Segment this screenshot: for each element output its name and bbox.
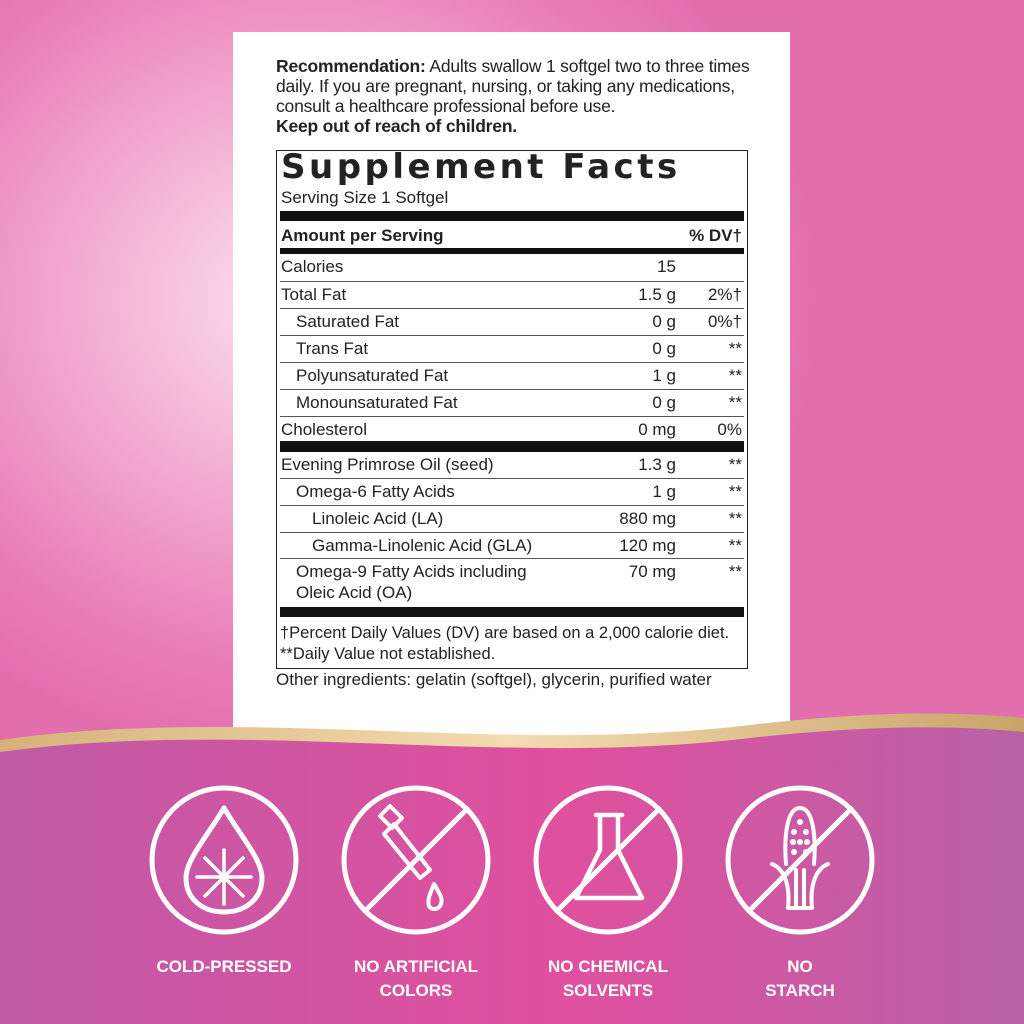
nutrient-dv: **: [728, 482, 742, 501]
badge-label-line2: COLORS: [379, 981, 453, 1000]
no-corn-icon: [725, 785, 875, 935]
nutrient-amount: 1.5 g: [638, 285, 676, 304]
nutrient-amount: 880 mg: [619, 509, 676, 528]
nutrient-dv: **: [728, 393, 742, 412]
badge-label-line1: NO: [787, 957, 813, 976]
nutrient-dv: 2%†: [707, 285, 742, 304]
footnotes: †Percent Daily Values (DV) are based on …: [280, 623, 729, 665]
nutrient-name: Trans Fat: [296, 339, 369, 358]
nutrient-row: Omega-6 Fatty Acids 1 g **: [280, 478, 744, 505]
nutrient-name: Calories: [281, 257, 344, 276]
nutrient-row: Calories 15: [280, 254, 744, 281]
nutrient-row: Evening Primrose Oil (seed) 1.3 g **: [280, 452, 744, 479]
badge-label-line1: COLD-PRESSED: [156, 957, 292, 976]
badge-label-line2: STARCH: [765, 981, 835, 1000]
supplement-facts-table: Supplement Facts Serving Size 1 Softgel …: [276, 147, 748, 669]
nutrient-amount: 0 mg: [638, 420, 676, 439]
no-dropper-icon: [341, 785, 491, 935]
badge-label: NO STARCH: [700, 955, 900, 1003]
nutrient-dv: 0%: [717, 420, 742, 439]
badge-label: NO ARTIFICIAL COLORS: [316, 955, 516, 1003]
badge-label: COLD-PRESSED: [124, 955, 324, 979]
nutrient-row: Gamma-Linolenic Acid (GLA) 120 mg **: [280, 532, 744, 559]
nutrient-amount: 120 mg: [619, 536, 676, 555]
nutrient-name: Omega-6 Fatty Acids: [296, 482, 455, 501]
nutrient-row: Polyunsaturated Fat 1 g **: [280, 362, 744, 389]
other-ingredients: Other ingredients: gelatin (softgel), gl…: [276, 670, 712, 689]
nutrient-amount: 1 g: [652, 366, 676, 385]
facts-title: Supplement Facts: [281, 147, 681, 187]
badge-label-line1: NO ARTIFICIAL: [353, 957, 479, 976]
nutrient-name: Saturated Fat: [296, 312, 400, 331]
nutrient-name: Total Fat: [281, 285, 347, 304]
amount-header: Amount per Serving % DV†: [280, 223, 744, 250]
nutrient-name: Omega-9 Fatty Acids including: [296, 562, 527, 581]
dv-header-label: % DV†: [689, 226, 742, 245]
nutrient-row: Total Fat 1.5 g 2%†: [280, 281, 744, 308]
label-panel: [233, 32, 790, 762]
nutrient-name: Monounsaturated Fat: [296, 393, 458, 412]
nutrient-dv: **: [728, 536, 742, 555]
nutrient-amount: 0 g: [652, 312, 676, 331]
nutrient-row: Omega-9 Fatty Acids including Oleic Acid …: [280, 558, 744, 607]
divider-medium: [280, 248, 744, 254]
nutrient-amount: 1.3 g: [638, 455, 676, 474]
warning-text: Keep out of reach of children.: [276, 116, 517, 136]
divider-thick: [280, 211, 744, 221]
nutrient-dv: **: [728, 509, 742, 528]
badge-label-line1: NO CHEMICAL: [548, 957, 668, 976]
nutrient-amount: 15: [657, 257, 676, 276]
nutrient-name: Evening Primrose Oil (seed): [281, 455, 494, 474]
serving-size: Serving Size 1 Softgel: [281, 188, 449, 207]
divider-thick: [280, 607, 744, 617]
nutrient-amount: 1 g: [652, 482, 676, 501]
nutrient-row: Trans Fat 0 g **: [280, 335, 744, 362]
nutrient-amount: 0 g: [652, 393, 676, 412]
nutrient-name: Gamma-Linolenic Acid (GLA): [312, 536, 533, 555]
nutrient-name-cont: Oleic Acid (OA): [296, 583, 413, 602]
nutrient-name: Linoleic Acid (LA): [312, 509, 444, 528]
nutrient-dv: **: [728, 366, 742, 385]
nutrient-name: Polyunsaturated Fat: [296, 366, 449, 385]
recommendation-text: Adults swallow 1 softgel two to three ti…: [276, 56, 750, 116]
amount-header-label: Amount per Serving: [281, 226, 444, 245]
nutrient-dv: 0%†: [707, 312, 742, 331]
nutrient-amount: 0 g: [652, 339, 676, 358]
recommendation: Recommendation: Adults swallow 1 softgel…: [276, 56, 756, 136]
nutrient-row: Saturated Fat 0 g 0%†: [280, 308, 744, 335]
no-flask-icon: [533, 785, 683, 935]
nutrient-row: Linoleic Acid (LA) 880 mg **: [280, 505, 744, 532]
badge-label: NO CHEMICAL SOLVENTS: [508, 955, 708, 1003]
recommendation-label: Recommendation:: [276, 56, 426, 76]
nutrient-amount: 70 mg: [628, 562, 676, 581]
badge-label-line2: SOLVENTS: [562, 981, 654, 1000]
nutrient-name: Cholesterol: [281, 420, 367, 439]
nutrient-row: Cholesterol 0 mg 0%: [280, 416, 744, 443]
purple-band: [0, 727, 1024, 1024]
footnote-not-established: **Daily Value not established.: [280, 645, 496, 663]
divider-thick: [280, 441, 744, 452]
nutrient-row: Monounsaturated Fat 0 g **: [280, 389, 744, 416]
footnote-dv: †Percent Daily Values (DV) are based on …: [280, 624, 730, 642]
nutrient-dv: **: [728, 455, 742, 474]
snowflake-drop-icon: [149, 785, 299, 935]
nutrient-dv: **: [728, 339, 742, 358]
nutrient-dv: **: [728, 562, 742, 581]
